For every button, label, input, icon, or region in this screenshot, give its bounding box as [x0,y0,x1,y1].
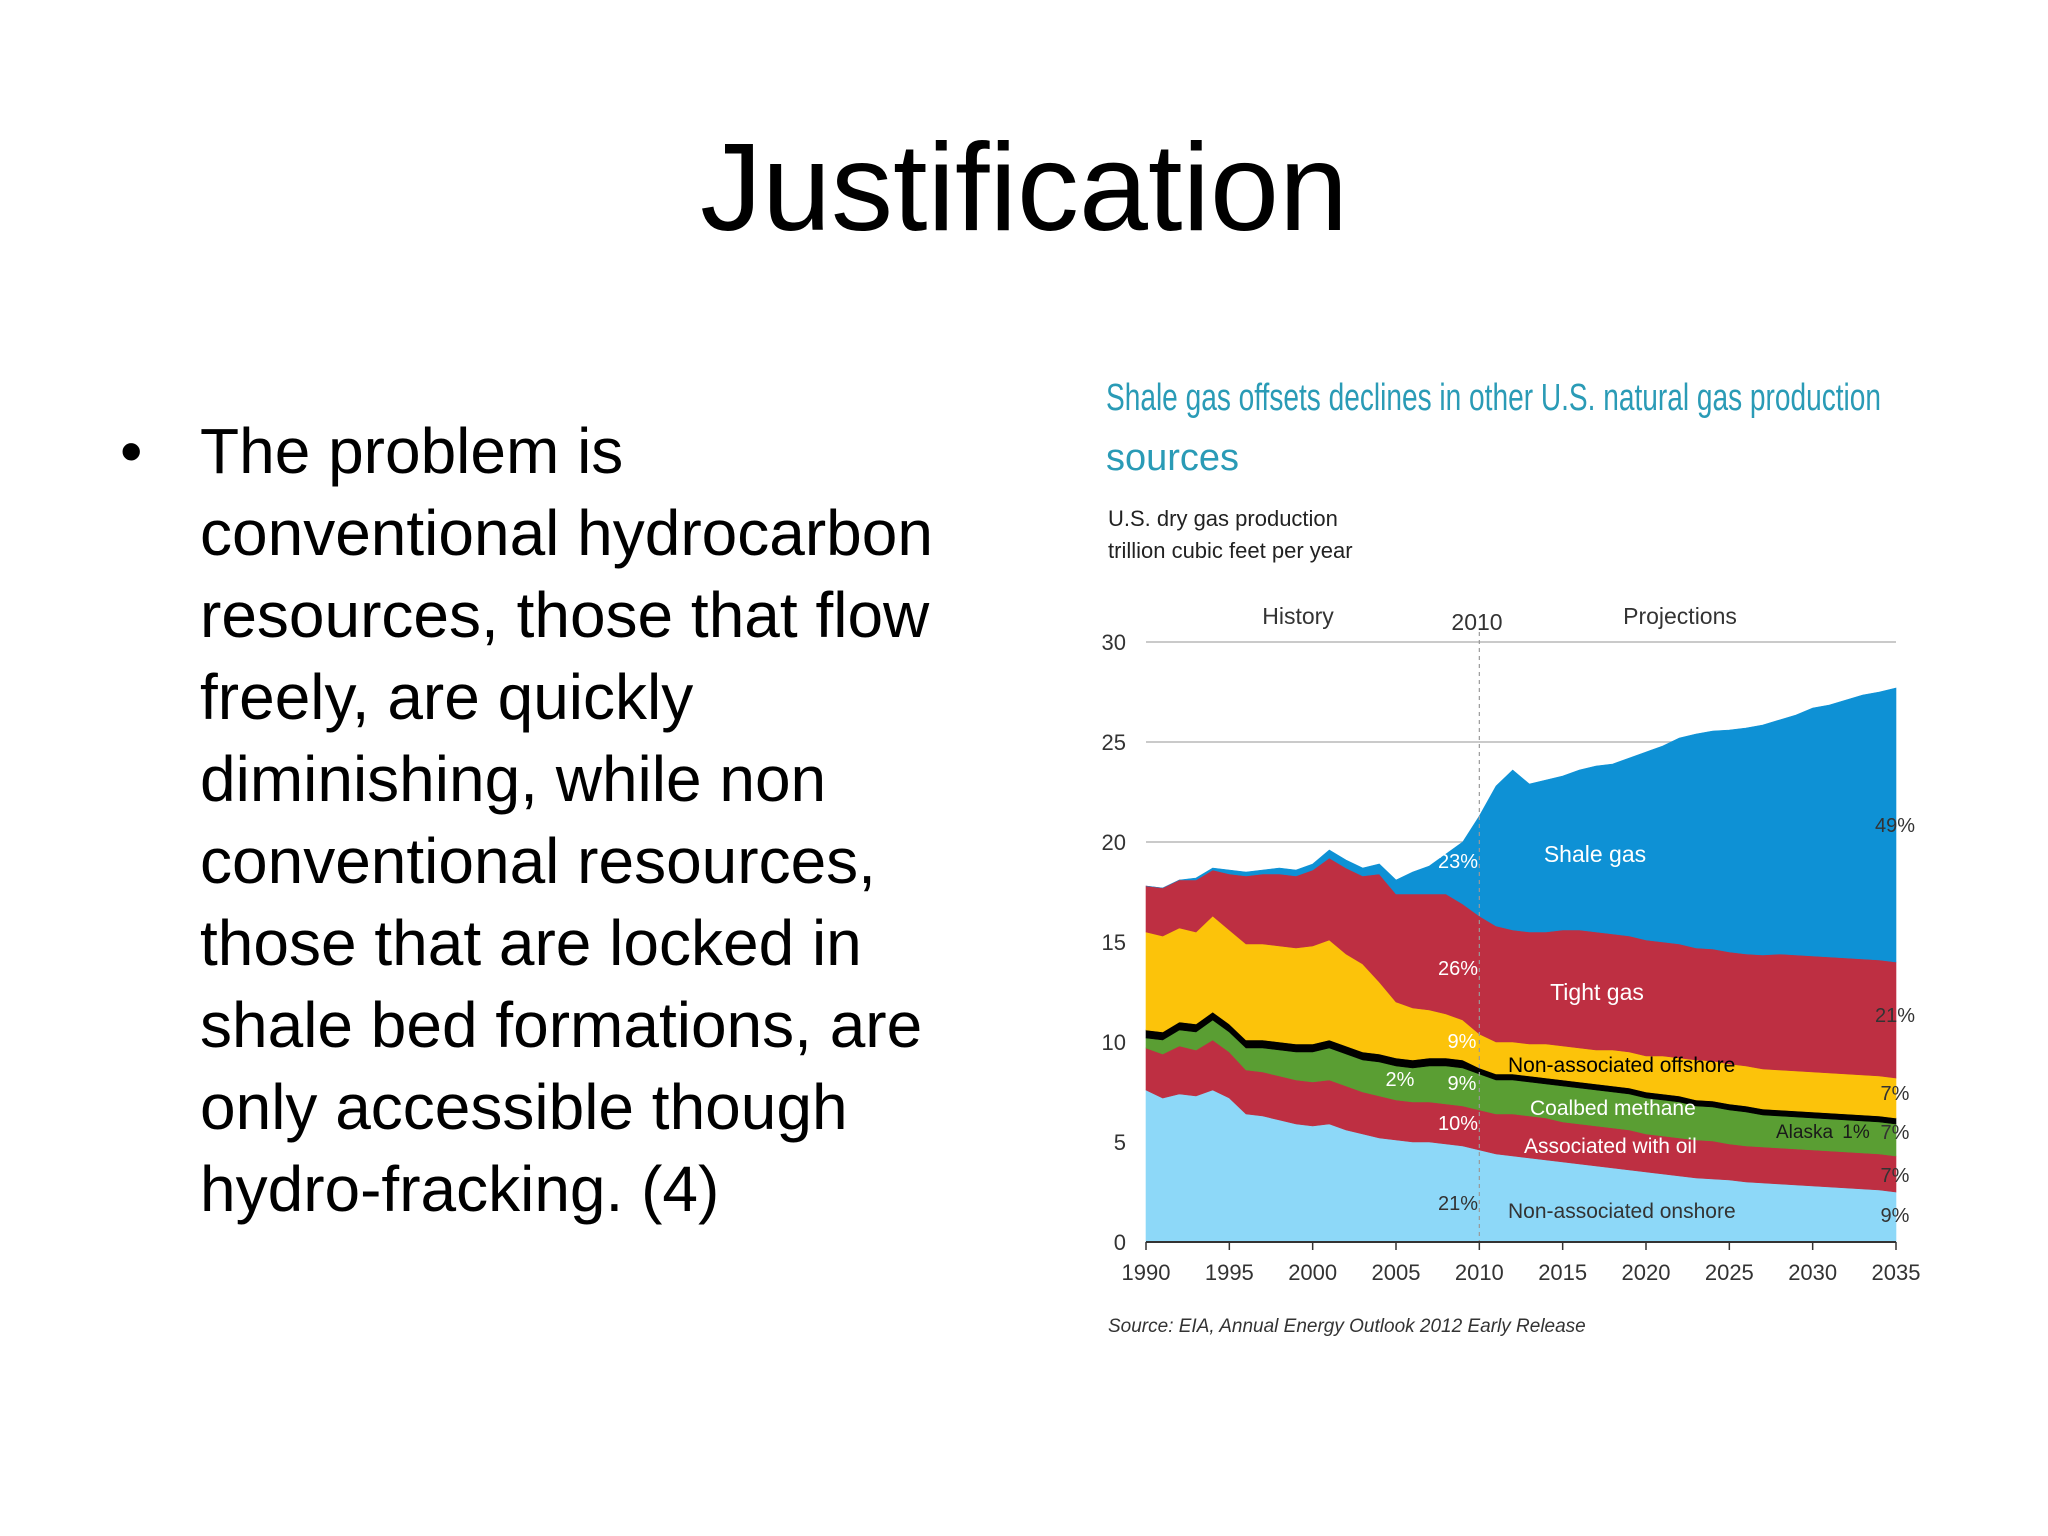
bullet-line: freely, are quickly [200,661,694,733]
slide-title: Justification [700,119,1348,257]
annotation-2035-onshore: 9% [1881,1205,1910,1227]
bullet-text: The problem is conventional hydrocarbon … [200,410,1100,1230]
annotation-2035-shale: 49% [1875,815,1915,837]
chart-title-line-1: Shale gas offsets declines in other U.S.… [1106,377,1881,419]
annotation-2035-coalbed: 7% [1881,1122,1910,1144]
x-tick-label: 2030 [1788,1260,1837,1285]
bullet-line: diminishing, while non [200,743,827,815]
area-label-tight-gas: Tight gas [1550,979,1644,1005]
bullet-line: conventional resources, [200,825,876,897]
area-label-non-associated-offshore: Non-associated offshore [1508,1054,1735,1077]
annotation-2035-associated: 7% [1881,1165,1910,1187]
annotation-2010-coalbed: 9% [1448,1073,1477,1095]
divider-year-label: 2010 [1451,609,1502,635]
bullet-line: hydro-fracking. (4) [200,1153,720,1225]
y-tick-label: 10 [1102,1030,1126,1055]
annotation-2035-tight: 21% [1875,1005,1915,1027]
projections-label: Projections [1623,603,1737,629]
x-tick-label: 2015 [1538,1260,1587,1285]
annotation-2035-offshore: 7% [1881,1083,1910,1105]
x-tick-label: 2005 [1372,1260,1421,1285]
chart-source: Source: EIA, Annual Energy Outlook 2012 … [1108,1316,1586,1337]
annotation-2010-tight: 26% [1438,958,1478,980]
annotation-2010-associated: 10% [1438,1113,1478,1135]
x-tick-label: 1995 [1205,1260,1254,1285]
y-tick-label: 5 [1114,1130,1126,1155]
chart-title-line-2: sources [1106,437,1239,479]
x-tick-label: 1990 [1122,1260,1171,1285]
area-label-non-associated-onshore: Non-associated onshore [1508,1200,1736,1223]
bullet-line: resources, those that flow [200,579,930,651]
area-label-shale-gas: Shale gas [1544,841,1646,867]
history-label: History [1262,603,1334,629]
bullet-line: The problem is [200,415,624,487]
y-tick-label: 20 [1102,830,1126,855]
x-tick-label: 2000 [1288,1260,1337,1285]
bullet-line: only accessible though [200,1071,848,1143]
y-tick-label: 0 [1114,1230,1126,1255]
annotation-2010-alaska: 2% [1386,1069,1415,1091]
production-chart: Shale gas offsets declines in other U.S.… [1102,377,1921,1337]
y-tick-label: 30 [1102,630,1126,655]
area-label-associated-with-oil: Associated with oil [1524,1135,1697,1158]
annotation-2010-shale: 23% [1438,851,1478,873]
bullet-line: conventional hydrocarbon [200,497,933,569]
area-label-alaska: Alaska [1776,1122,1833,1143]
series-area-shale-gas [1145,687,1897,963]
x-tick-label: 2010 [1455,1260,1504,1285]
chart-panel: Shale gas offsets declines in other U.S.… [1090,360,1950,1370]
area-label-coalbed-methane: Coalbed methane [1530,1097,1696,1120]
annotation-2010-onshore: 21% [1438,1193,1478,1215]
x-tick-label: 2025 [1705,1260,1754,1285]
annotation-2010-offshore: 9% [1448,1031,1477,1053]
x-tick-label: 2035 [1872,1260,1921,1285]
y-axis-label-line-1: U.S. dry gas production [1108,506,1338,531]
bullet-line: those that are locked in [200,907,862,979]
annotation-2035-alaska: 1% [1842,1122,1870,1143]
y-tick-label: 25 [1102,730,1126,755]
bullet-dot: • [120,415,143,487]
y-axis-label-line-2: trillion cubic feet per year [1108,538,1353,563]
y-tick-label: 15 [1102,930,1126,955]
x-tick-label: 2020 [1622,1260,1671,1285]
bullet-line: shale bed formations, are [200,989,923,1061]
